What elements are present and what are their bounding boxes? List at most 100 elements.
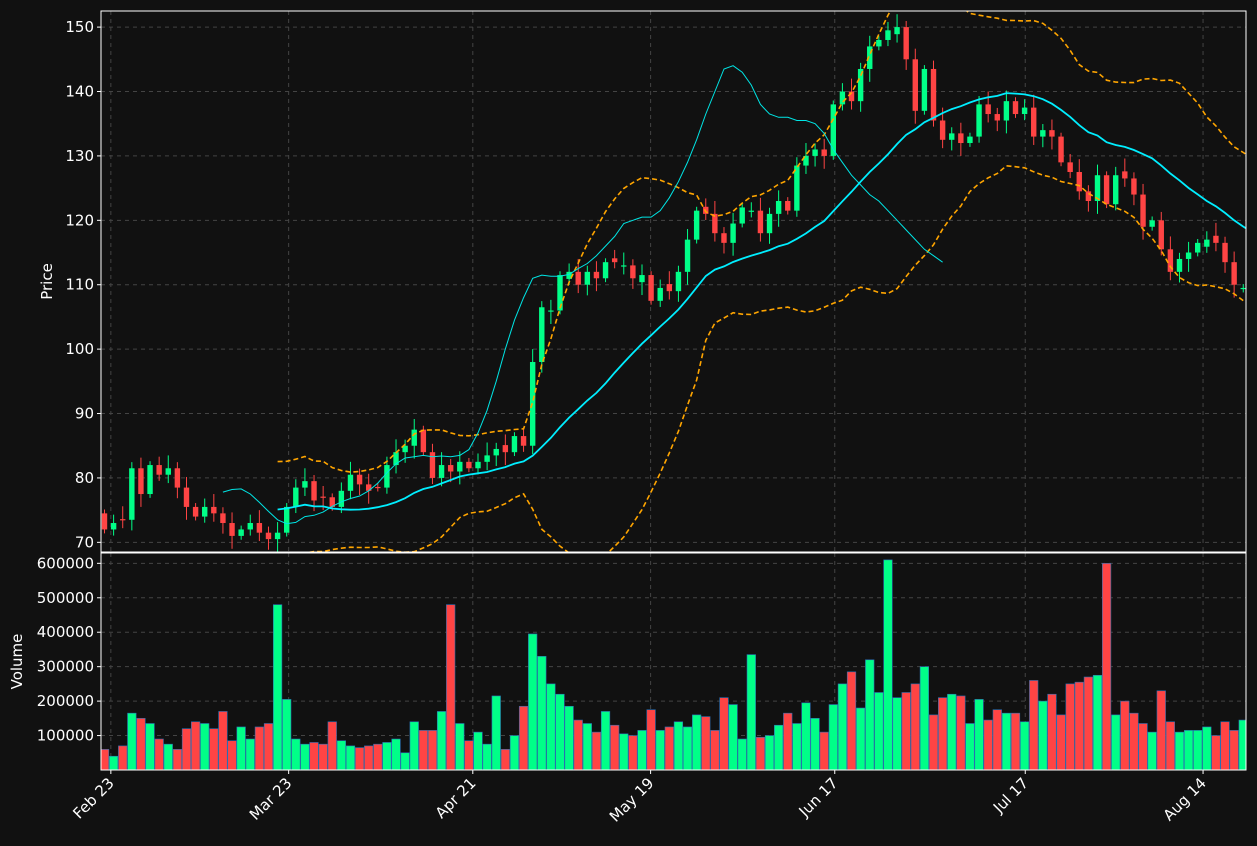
candle-body <box>1185 252 1192 259</box>
candle-body <box>1131 178 1137 195</box>
volume-bar <box>919 666 929 770</box>
volume-bar <box>1183 730 1194 770</box>
candle-body <box>602 262 609 279</box>
volume-bar <box>127 712 137 770</box>
volume-bar <box>354 747 365 770</box>
candle-body <box>1031 107 1037 137</box>
volume-bar <box>300 743 310 770</box>
volume-bar <box>1165 721 1175 770</box>
volume-bar <box>755 736 766 770</box>
candle-body <box>1094 175 1101 201</box>
price-ytick-label: 100 <box>65 340 94 358</box>
candle-body <box>730 223 736 243</box>
candle-body <box>265 532 272 540</box>
candle-body <box>475 461 481 469</box>
volume-bar <box>582 723 592 770</box>
volume-bar <box>245 738 255 770</box>
volume-bar <box>436 711 447 770</box>
volume-bar <box>974 699 984 770</box>
candle-body <box>110 523 117 530</box>
volume-bar <box>345 745 356 770</box>
candle-body <box>1113 175 1119 205</box>
volume-bar <box>1202 726 1212 770</box>
candle-body <box>611 258 618 263</box>
candle-body <box>211 506 217 514</box>
candle-body <box>958 133 964 144</box>
price-axis-label: Price <box>38 263 56 300</box>
candle-body <box>1140 194 1146 227</box>
volume-bar <box>673 721 684 770</box>
candle-body <box>393 452 399 466</box>
candle-body <box>302 481 308 488</box>
candle-body <box>320 496 326 498</box>
candle-body <box>138 468 144 495</box>
volume-bar <box>537 656 547 770</box>
candle-body <box>256 523 263 533</box>
volume-bar <box>163 743 173 770</box>
volume-bar <box>546 683 556 770</box>
candle-body <box>447 465 454 472</box>
candle-body <box>511 436 518 453</box>
volume-bar <box>1129 712 1139 770</box>
volume-bar <box>1083 676 1093 770</box>
volume-bar <box>227 740 237 770</box>
candle-body <box>220 513 226 524</box>
volume-bar <box>819 731 829 770</box>
candle-body <box>593 271 600 279</box>
volume-bar <box>655 730 665 770</box>
volume-bar <box>610 724 620 770</box>
price-axes-frame <box>100 10 1247 553</box>
volume-bar <box>828 704 838 770</box>
volume-bar <box>901 692 911 770</box>
candle-body <box>1021 107 1028 115</box>
candle-body <box>1231 262 1237 285</box>
candle-body <box>921 68 928 111</box>
volume-bar <box>810 718 820 770</box>
candle-body <box>284 506 290 533</box>
volume-bar <box>573 719 583 770</box>
volume-bar <box>254 726 264 770</box>
volume-bar <box>856 707 866 770</box>
volume-bar <box>291 738 301 770</box>
price-ytick-label: 120 <box>65 211 94 229</box>
candle-body <box>311 481 317 501</box>
volume-bar <box>418 730 428 770</box>
volume-bar <box>191 721 201 770</box>
volume-ytick-label: 600000 <box>37 554 94 572</box>
candle-body <box>803 155 809 166</box>
candle-body <box>1067 162 1073 173</box>
candle-body <box>1076 172 1082 192</box>
candle-body <box>539 307 545 363</box>
volume-bar <box>181 728 192 770</box>
volume-bar <box>746 654 756 770</box>
candle-body <box>356 474 363 485</box>
volume-bar <box>664 726 674 770</box>
volume-bar <box>1156 690 1166 770</box>
candle-body <box>1195 242 1201 253</box>
candle-body <box>575 271 581 285</box>
volume-bar <box>628 735 638 770</box>
volume-bar <box>783 712 793 770</box>
volume-bar <box>555 693 565 770</box>
volume-bar <box>692 714 702 770</box>
volume-bar <box>710 730 720 770</box>
volume-bar <box>637 730 647 770</box>
candle-body <box>976 104 982 137</box>
candle-body <box>876 39 882 47</box>
candle-body <box>347 474 354 491</box>
candle-body <box>174 468 181 488</box>
candle-body <box>502 445 509 453</box>
candle-body <box>775 200 782 214</box>
volume-bar <box>400 752 410 770</box>
candle-body <box>429 452 436 478</box>
volume-bar <box>764 735 775 770</box>
volume-bar <box>837 683 848 770</box>
volume-bar <box>619 733 629 770</box>
volume-bar <box>109 755 119 770</box>
volume-bar <box>427 730 438 770</box>
volume-bar <box>874 692 884 770</box>
volume-ytick-label: 500000 <box>37 589 94 607</box>
volume-bar <box>218 711 228 770</box>
